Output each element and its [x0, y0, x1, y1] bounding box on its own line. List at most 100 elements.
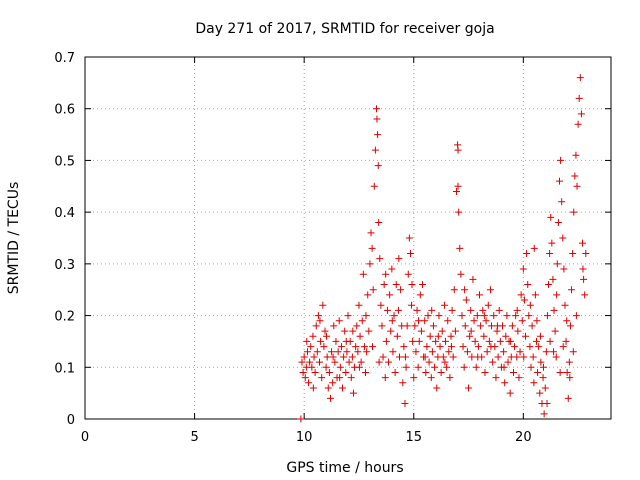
data-point	[556, 368, 564, 376]
x-tick-label: 15	[405, 430, 422, 445]
data-point	[476, 291, 483, 299]
data-point	[356, 332, 364, 340]
data-point	[451, 327, 459, 335]
data-point	[575, 94, 583, 102]
x-axis-label: GPS time / hours	[286, 460, 403, 476]
data-point	[435, 312, 443, 320]
data-point	[348, 353, 356, 361]
data-point	[374, 131, 382, 139]
data-point	[467, 327, 475, 335]
data-point	[345, 358, 353, 366]
data-point	[316, 358, 324, 366]
data-point	[306, 358, 314, 366]
data-point	[353, 322, 361, 330]
data-point	[487, 343, 495, 351]
data-point	[303, 348, 311, 356]
x-tick-label: 10	[296, 430, 313, 445]
data-point	[312, 322, 320, 330]
data-point	[530, 379, 538, 387]
data-point	[528, 322, 536, 330]
data-point	[450, 286, 458, 294]
data-point	[381, 374, 389, 382]
data-point	[514, 327, 522, 335]
data-point	[300, 353, 308, 361]
data-point	[436, 343, 444, 351]
data-point	[480, 332, 488, 340]
data-point	[566, 374, 574, 382]
y-tick-label: 0.6	[54, 103, 75, 118]
data-point	[329, 379, 337, 387]
data-point	[474, 353, 482, 361]
data-point	[462, 296, 470, 304]
data-point	[513, 306, 521, 314]
data-point	[484, 301, 492, 309]
data-point	[454, 146, 462, 154]
data-point	[324, 384, 332, 392]
data-point	[559, 234, 567, 242]
data-point	[550, 306, 558, 314]
data-point	[401, 399, 409, 407]
data-point	[374, 162, 382, 170]
data-point	[399, 379, 407, 387]
data-point	[307, 343, 315, 351]
data-point	[392, 281, 400, 289]
data-point	[369, 343, 377, 351]
data-point	[355, 301, 363, 309]
data-point	[468, 353, 476, 361]
data-point	[504, 358, 512, 366]
data-point	[417, 327, 425, 335]
data-point	[545, 281, 553, 289]
data-point	[368, 244, 376, 252]
data-point	[493, 322, 501, 330]
x-tick-label: 0	[81, 430, 89, 445]
data-point	[326, 394, 334, 402]
data-point	[427, 374, 435, 382]
data-point	[329, 353, 337, 361]
data-point	[336, 363, 344, 371]
data-point	[342, 368, 350, 376]
data-point	[463, 348, 471, 356]
data-point	[386, 291, 394, 299]
data-point	[580, 275, 588, 283]
data-point	[380, 281, 388, 289]
data-point	[309, 384, 317, 392]
data-point	[526, 301, 534, 309]
data-point	[452, 187, 460, 195]
data-point	[428, 306, 436, 314]
data-point	[369, 286, 377, 294]
data-point	[480, 312, 488, 320]
data-point	[549, 275, 557, 283]
data-point	[372, 105, 380, 113]
data-point	[572, 151, 580, 159]
data-point	[483, 348, 491, 356]
data-point	[429, 322, 437, 330]
data-point	[422, 368, 430, 376]
data-point	[382, 337, 390, 345]
data-point	[314, 312, 322, 320]
data-point	[515, 374, 523, 382]
data-point	[496, 337, 504, 345]
data-points	[297, 74, 590, 423]
data-point	[477, 322, 485, 330]
data-point	[524, 281, 532, 289]
data-point	[466, 332, 474, 340]
data-point	[574, 120, 582, 128]
data-point	[534, 368, 542, 376]
data-point	[523, 250, 531, 258]
data-point	[424, 312, 432, 320]
data-point	[554, 218, 562, 226]
data-point	[456, 244, 464, 252]
data-point	[509, 368, 517, 376]
data-point	[412, 348, 420, 356]
y-tick-label: 0.1	[54, 361, 75, 376]
data-point	[383, 306, 391, 314]
data-point	[481, 368, 489, 376]
data-point	[506, 389, 514, 397]
data-point	[470, 317, 478, 325]
data-point	[334, 348, 342, 356]
data-point	[415, 317, 423, 325]
y-tick-label: 0.2	[54, 310, 75, 325]
data-point	[310, 353, 318, 361]
data-point	[318, 374, 326, 382]
y-tick-label: 0.7	[54, 51, 75, 66]
